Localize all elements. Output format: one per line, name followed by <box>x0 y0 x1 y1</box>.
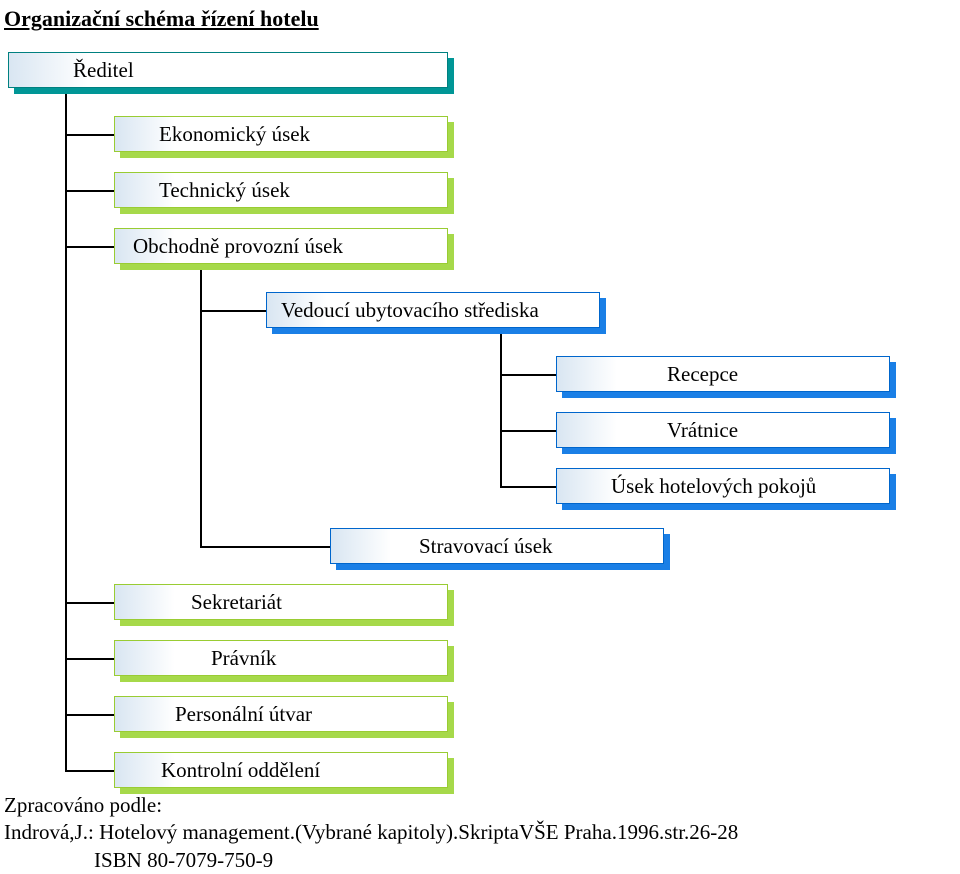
page-title: Organizační schéma řízení hotelu <box>4 6 319 32</box>
node-label: Ekonomický úsek <box>159 122 310 147</box>
node-label: Recepce <box>667 362 738 387</box>
node-front: Vrátnice <box>556 412 890 448</box>
connector-line <box>65 246 114 248</box>
connector-line <box>65 134 114 136</box>
connector-line <box>500 374 556 376</box>
connector-line <box>200 264 202 546</box>
node-recepce: Recepce <box>556 356 890 392</box>
node-label: Obchodně provozní úsek <box>133 234 343 259</box>
org-chart-stage: { "title": { "text": "Organizační schéma… <box>0 0 960 839</box>
node-front: Kontrolní oddělení <box>114 752 448 788</box>
connector-line <box>500 430 556 432</box>
node-reditel: Ředitel <box>8 52 448 88</box>
connector-line <box>65 714 114 716</box>
node-obchodne-provozni-usek: Obchodně provozní úsek <box>114 228 448 264</box>
node-stravovaci-usek: Stravovací úsek <box>330 528 664 564</box>
connector-line <box>65 658 114 660</box>
node-front: Stravovací úsek <box>330 528 664 564</box>
node-label: Ředitel <box>73 58 134 83</box>
node-personalni-utvar: Personální útvar <box>114 696 448 732</box>
node-label: Právník <box>211 646 276 671</box>
node-front: Personální útvar <box>114 696 448 732</box>
connector-line <box>65 190 114 192</box>
node-label: Sekretariát <box>191 590 282 615</box>
node-sekretariat: Sekretariát <box>114 584 448 620</box>
node-front: Ekonomický úsek <box>114 116 448 152</box>
node-ekonomicky-usek: Ekonomický úsek <box>114 116 448 152</box>
footer-citation: Zpracováno podle: Indrová,J.: Hotelový m… <box>4 792 738 874</box>
node-label: Úsek hotelových pokojů <box>611 474 816 499</box>
node-vedouci-ubytovaciho-strediska: Vedoucí ubytovacího střediska <box>266 292 600 328</box>
node-label: Personální útvar <box>175 702 312 727</box>
node-kontrolni-oddeleni: Kontrolní oddělení <box>114 752 448 788</box>
node-usek-hotelovych-pokoju: Úsek hotelových pokojů <box>556 468 890 504</box>
node-technicky-usek: Technický úsek <box>114 172 448 208</box>
connector-line <box>500 486 556 488</box>
node-label: Vedoucí ubytovacího střediska <box>281 298 539 323</box>
node-front: Technický úsek <box>114 172 448 208</box>
node-front: Recepce <box>556 356 890 392</box>
node-vratnice: Vrátnice <box>556 412 890 448</box>
footer-line-3: ISBN 80-7079-750-9 <box>4 847 738 874</box>
node-front: Sekretariát <box>114 584 448 620</box>
node-label: Stravovací úsek <box>419 534 553 559</box>
node-front: Ředitel <box>8 52 448 88</box>
connector-line <box>65 602 114 604</box>
node-front: Úsek hotelových pokojů <box>556 468 890 504</box>
connector-line <box>200 310 266 312</box>
connector-line <box>65 770 114 772</box>
node-label: Kontrolní oddělení <box>161 758 320 783</box>
connector-line <box>200 546 330 548</box>
node-front: Obchodně provozní úsek <box>114 228 448 264</box>
node-front: Právník <box>114 640 448 676</box>
footer-line-1: Zpracováno podle: <box>4 792 738 819</box>
connector-line <box>500 328 502 486</box>
node-label: Technický úsek <box>159 178 290 203</box>
node-pravnik: Právník <box>114 640 448 676</box>
node-label: Vrátnice <box>667 418 738 443</box>
node-front: Vedoucí ubytovacího střediska <box>266 292 600 328</box>
footer-line-2: Indrová,J.: Hotelový management.(Vybrané… <box>4 819 738 846</box>
